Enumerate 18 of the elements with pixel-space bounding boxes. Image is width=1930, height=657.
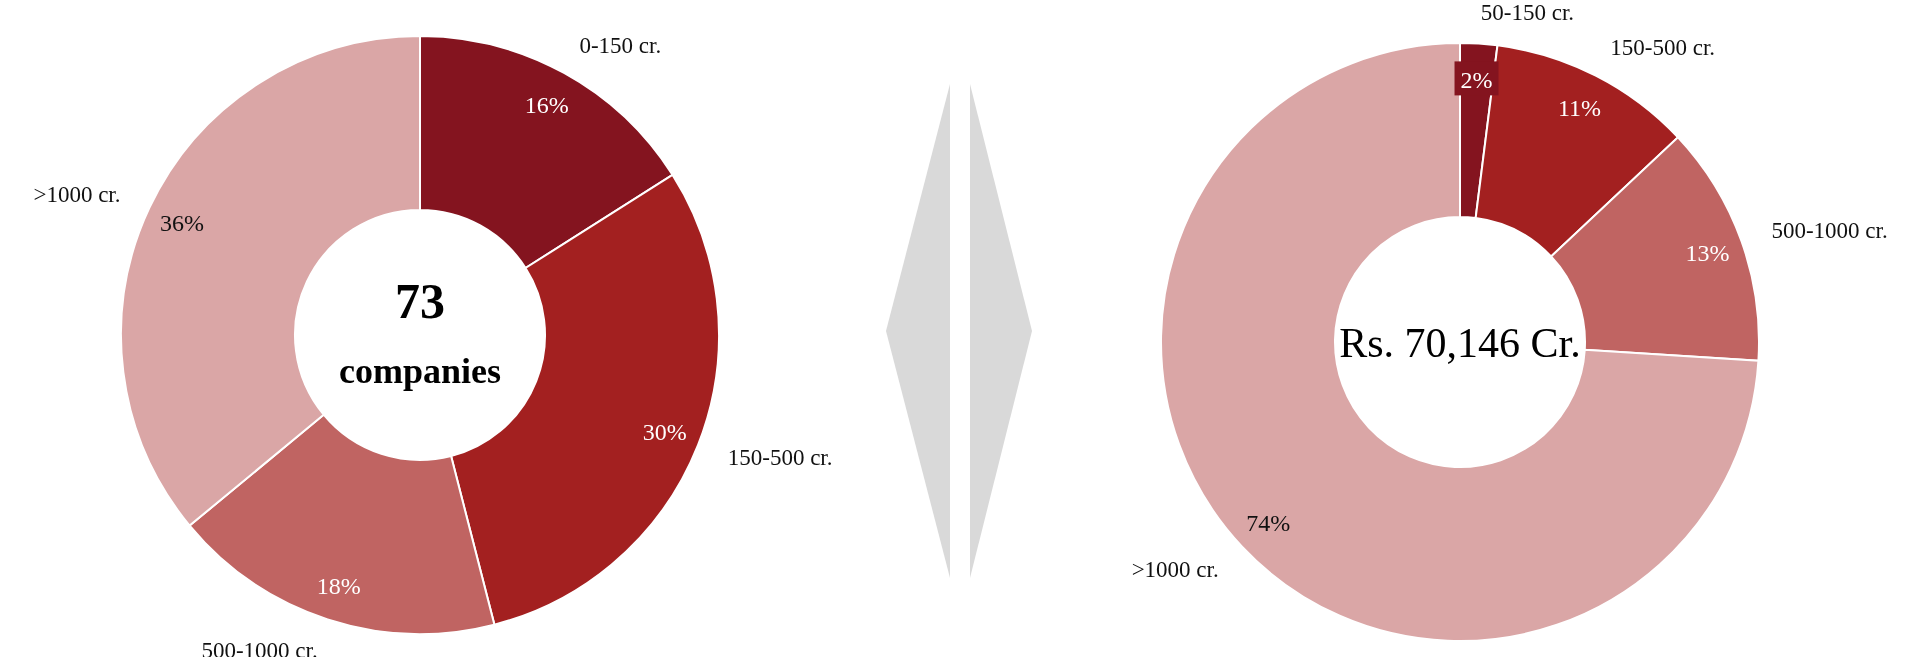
data-label: 16%	[524, 91, 569, 118]
slice-label: >1000 cr.	[1131, 556, 1219, 582]
text: 73	[395, 272, 445, 329]
slice-label: 50-150 cr.	[1480, 0, 1575, 25]
data-label: 2%	[1460, 66, 1493, 93]
text: Rs. 70,146 Cr.	[1339, 319, 1581, 366]
data-label: 30%	[642, 419, 687, 446]
slice-label: 150-500 cr.	[727, 444, 833, 470]
data-label: 18%	[316, 572, 361, 599]
data-label: 11%	[1557, 94, 1602, 121]
slice-label: >1000 cr.	[33, 182, 121, 208]
text: companies	[339, 350, 501, 391]
slice-label: 150-500 cr.	[1610, 35, 1716, 61]
slice-label: 0-150 cr.	[579, 32, 662, 58]
data-label: 36%	[159, 210, 204, 237]
slice-label: 500-1000 cr.	[1771, 217, 1888, 243]
data-label: 13%	[1685, 240, 1730, 267]
data-label: 74%	[1246, 509, 1291, 536]
